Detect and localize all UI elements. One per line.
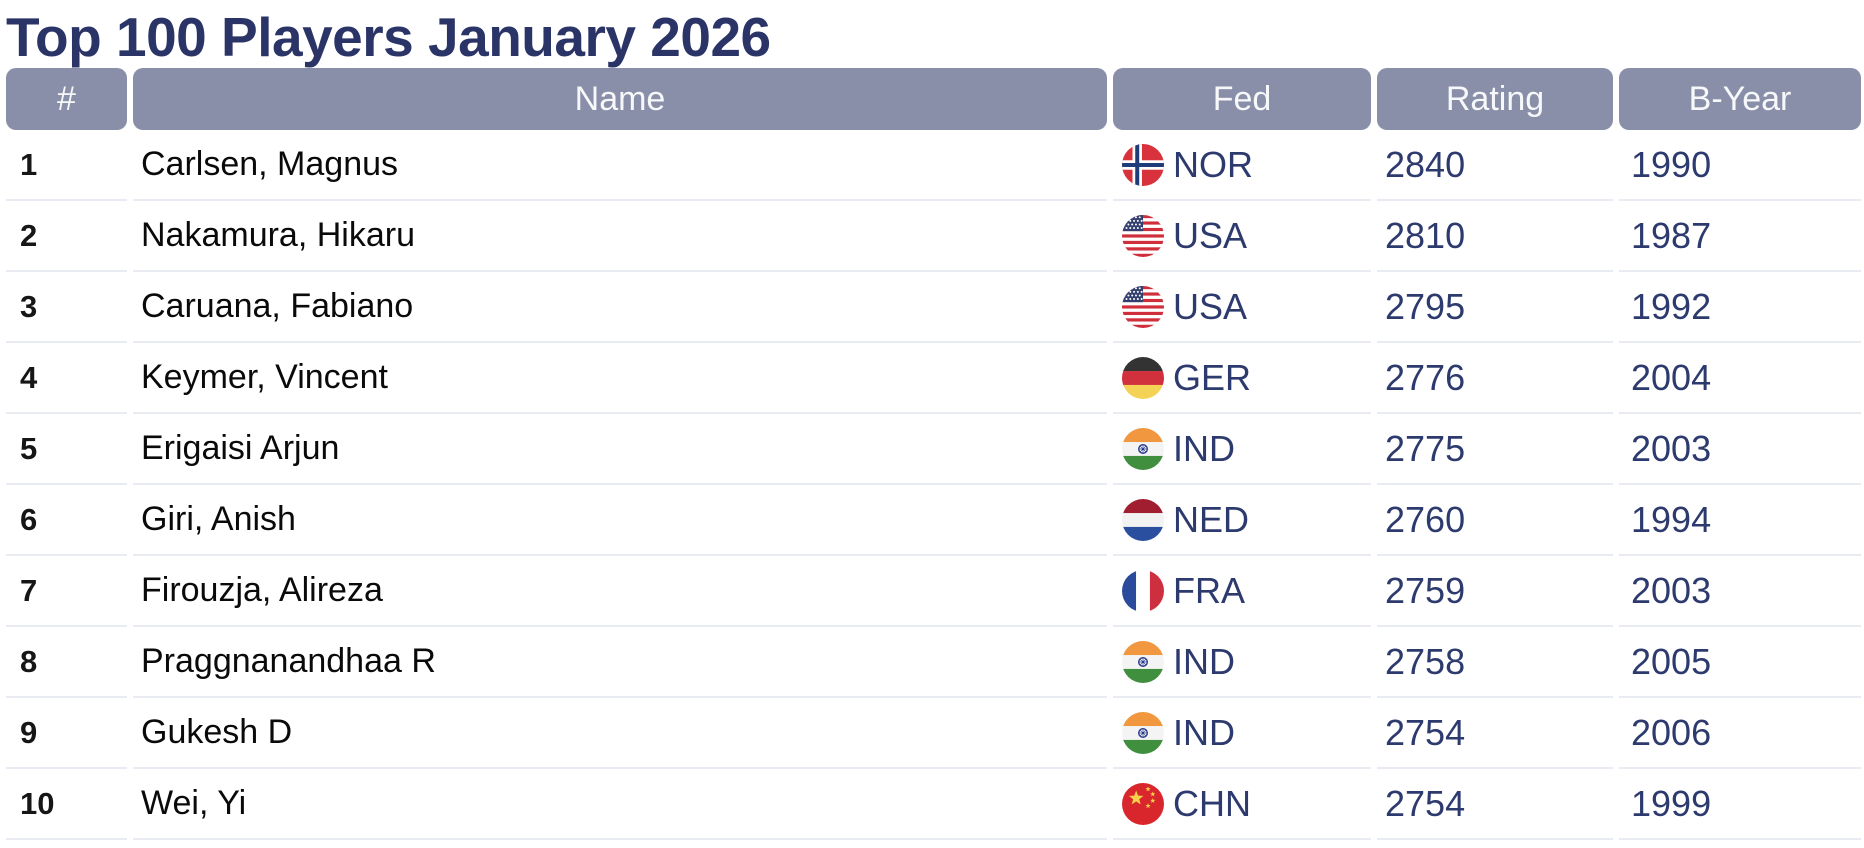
federation-cell: FRA <box>1113 556 1371 627</box>
column-header-rank[interactable]: # <box>6 68 127 130</box>
rating-cell: 2759 <box>1377 556 1613 627</box>
column-header-byear[interactable]: B-Year <box>1619 68 1861 130</box>
federation-code: IND <box>1173 640 1235 682</box>
player-name-cell: Praggnanandhaa R <box>133 627 1107 698</box>
federation-cell: IND <box>1113 698 1371 769</box>
federation-cell: NOR <box>1113 130 1371 201</box>
table-row: 1 Carlsen, Magnus NOR 2840 1990 <box>6 130 1861 201</box>
china-flag-icon <box>1122 782 1164 825</box>
rating-cell: 2810 <box>1377 201 1613 272</box>
player-name-cell: Gukesh D <box>133 698 1107 769</box>
player-name-cell: Giri, Anish <box>133 485 1107 556</box>
rating-cell: 2758 <box>1377 627 1613 698</box>
federation-cell: USA <box>1113 272 1371 343</box>
player-name-cell: Nakamura, Hikaru <box>133 201 1107 272</box>
rank-cell: 4 <box>6 343 127 414</box>
rank-cell: 9 <box>6 698 127 769</box>
table-row: 10 Wei, Yi CHN 2754 1999 <box>6 769 1861 840</box>
column-header-fed[interactable]: Fed <box>1113 68 1371 130</box>
player-name-cell: Wei, Yi <box>133 769 1107 840</box>
france-flag-icon <box>1122 569 1164 612</box>
player-name-cell: Erigaisi Arjun <box>133 414 1107 485</box>
rank-cell: 2 <box>6 201 127 272</box>
rating-list-page: Top 100 Players January 2026 # Name Fed Rat… <box>0 6 1864 840</box>
federation-cell: USA <box>1113 201 1371 272</box>
birth-year-cell: 1990 <box>1619 130 1861 201</box>
table-row: 3 Caruana, Fabiano USA 2795 1992 <box>6 272 1861 343</box>
rating-cell: 2775 <box>1377 414 1613 485</box>
birth-year-cell: 1992 <box>1619 272 1861 343</box>
federation-cell: IND <box>1113 414 1371 485</box>
table-row: 5 Erigaisi Arjun IND 2775 2003 <box>6 414 1861 485</box>
table-row: 6 Giri, Anish NED 2760 1994 <box>6 485 1861 556</box>
federation-code: USA <box>1173 285 1248 327</box>
federation-cell: CHN <box>1113 769 1371 840</box>
rating-cell: 2754 <box>1377 769 1613 840</box>
birth-year-cell: 2005 <box>1619 627 1861 698</box>
rank-cell: 10 <box>6 769 127 840</box>
birth-year-cell: 2004 <box>1619 343 1861 414</box>
federation-code: GER <box>1173 356 1252 398</box>
birth-year-cell: 1999 <box>1619 769 1861 840</box>
player-name-cell: Firouzja, Alireza <box>133 556 1107 627</box>
india-flag-icon <box>1122 427 1164 470</box>
table-row: 7 Firouzja, Alireza FRA 2759 2003 <box>6 556 1861 627</box>
table-row: 9 Gukesh D IND 2754 2006 <box>6 698 1861 769</box>
rating-cell: 2840 <box>1377 130 1613 201</box>
player-name-cell: Caruana, Fabiano <box>133 272 1107 343</box>
federation-code: CHN <box>1173 782 1251 824</box>
table-row: 8 Praggnanandhaa R IND 2758 2005 <box>6 627 1861 698</box>
netherlands-flag-icon <box>1122 498 1164 541</box>
federation-cell: GER <box>1113 343 1371 414</box>
federation-code: IND <box>1173 427 1235 469</box>
page-title: Top 100 Players January 2026 <box>6 5 771 68</box>
norway-flag-icon <box>1122 143 1164 186</box>
birth-year-cell: 1994 <box>1619 485 1861 556</box>
table-row: 2 Nakamura, Hikaru USA 2810 1987 <box>6 201 1861 272</box>
player-name-cell: Carlsen, Magnus <box>133 130 1107 201</box>
table-header-row: # Name Fed Rating B-Year <box>6 68 1861 130</box>
india-flag-icon <box>1122 711 1164 754</box>
rating-cell: 2795 <box>1377 272 1613 343</box>
india-flag-icon <box>1122 640 1164 683</box>
federation-code: USA <box>1173 214 1248 256</box>
federation-code: FRA <box>1173 569 1245 611</box>
table-row: 4 Keymer, Vincent GER 2776 2004 <box>6 343 1861 414</box>
usa-flag-icon <box>1122 214 1164 257</box>
federation-code: NOR <box>1173 143 1253 185</box>
rating-cell: 2754 <box>1377 698 1613 769</box>
germany-flag-icon <box>1122 356 1164 399</box>
player-name-cell: Keymer, Vincent <box>133 343 1107 414</box>
federation-cell: IND <box>1113 627 1371 698</box>
rank-cell: 7 <box>6 556 127 627</box>
birth-year-cell: 2003 <box>1619 414 1861 485</box>
federation-code: IND <box>1173 711 1235 753</box>
birth-year-cell: 1987 <box>1619 201 1861 272</box>
table-body: 1 Carlsen, Magnus NOR 2840 1990 2 Nakamura, Hi… <box>6 130 1861 840</box>
rank-cell: 1 <box>6 130 127 201</box>
column-header-rating[interactable]: Rating <box>1377 68 1613 130</box>
usa-flag-icon <box>1122 285 1164 328</box>
birth-year-cell: 2006 <box>1619 698 1861 769</box>
rating-cell: 2776 <box>1377 343 1613 414</box>
column-header-name[interactable]: Name <box>133 68 1107 130</box>
rank-cell: 6 <box>6 485 127 556</box>
rank-cell: 3 <box>6 272 127 343</box>
rank-cell: 5 <box>6 414 127 485</box>
federation-cell: NED <box>1113 485 1371 556</box>
federation-code: NED <box>1173 498 1250 540</box>
rank-cell: 8 <box>6 627 127 698</box>
birth-year-cell: 2003 <box>1619 556 1861 627</box>
rating-cell: 2760 <box>1377 485 1613 556</box>
